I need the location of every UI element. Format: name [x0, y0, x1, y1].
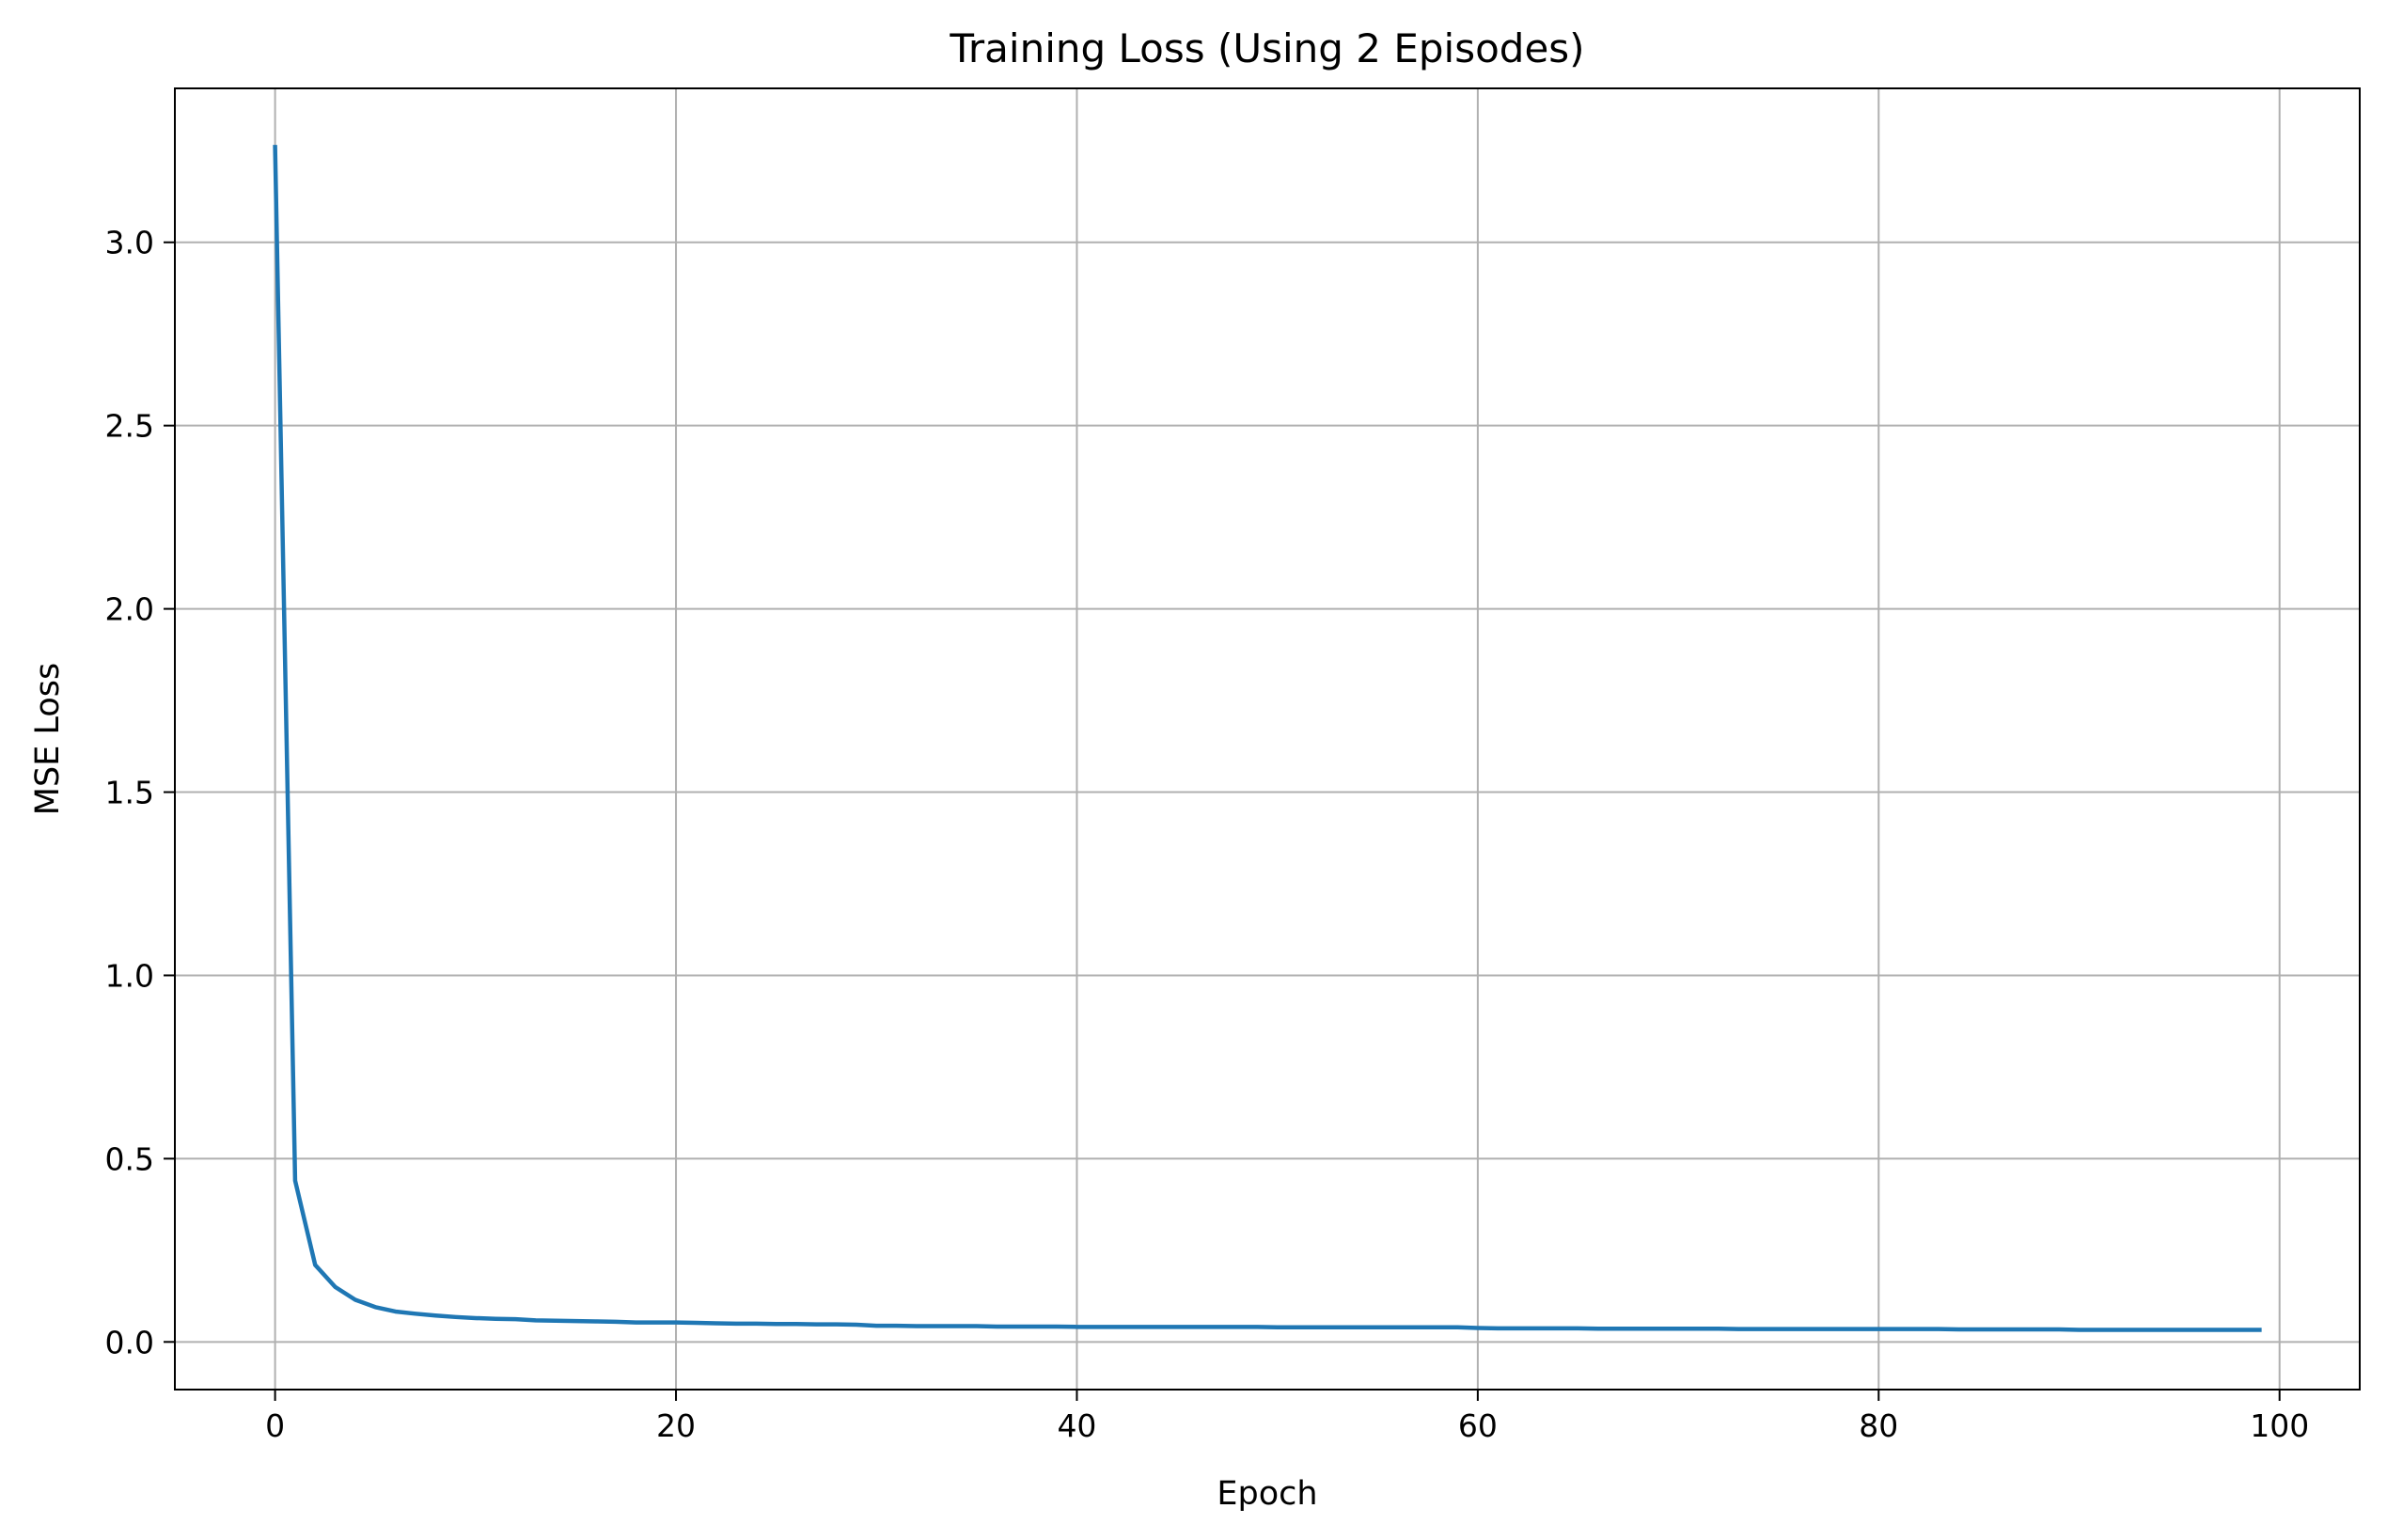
ticks-layer: 0 20 40 60 80 100 0.0 0.5 1.0 1.5 2.0 2.5 3.0: [105, 225, 2310, 1444]
x-tick-label: 0: [265, 1407, 285, 1444]
x-tick-label: 40: [1057, 1407, 1096, 1444]
plot-frame: [174, 87, 2361, 1391]
x-axis-label: Epoch: [1217, 1475, 1317, 1513]
series-layer: [273, 145, 2262, 1332]
x-tick-label: 60: [1458, 1407, 1498, 1444]
y-tick-label: 0.5: [105, 1140, 154, 1177]
chart-title: Training Loss (Using 2 Episodes): [949, 25, 1584, 71]
y-tick-label: 0.0: [105, 1324, 154, 1360]
y-tick-label: 2.5: [105, 408, 154, 445]
y-tick-label: 1.0: [105, 957, 154, 994]
grid-layer: [175, 88, 2360, 1390]
loss-series-line: [273, 145, 2262, 1332]
y-tick-label: 1.5: [105, 775, 154, 811]
y-tick-label: 2.0: [105, 591, 154, 628]
x-tick-label: 80: [1859, 1407, 1898, 1444]
y-axis-label: MSE Loss: [29, 663, 67, 815]
y-tick-label: 3.0: [105, 225, 154, 261]
x-tick-label: 20: [656, 1407, 696, 1444]
x-tick-label: 100: [2250, 1407, 2309, 1444]
